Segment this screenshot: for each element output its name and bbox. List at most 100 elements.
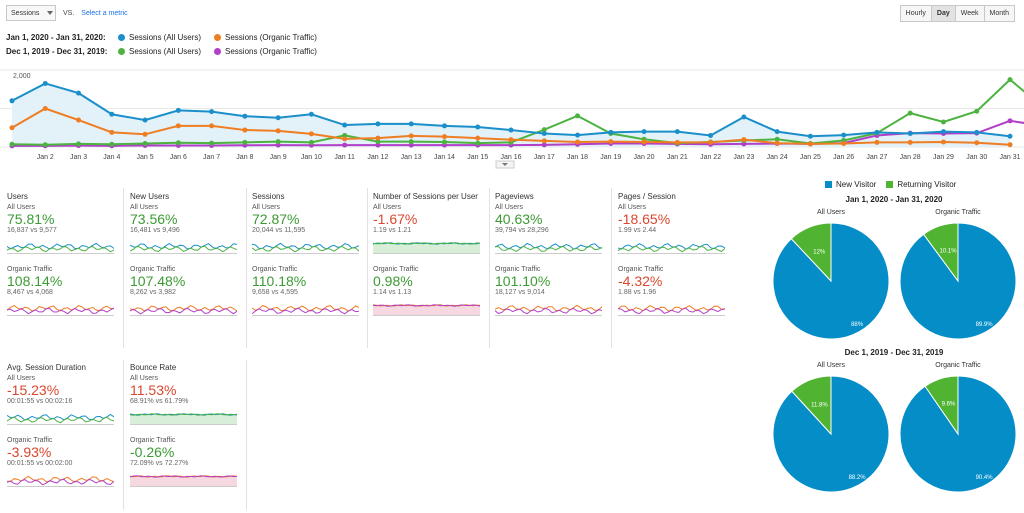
- data-point[interactable]: [641, 139, 647, 145]
- data-point[interactable]: [608, 129, 614, 135]
- data-point[interactable]: [76, 141, 82, 147]
- data-point[interactable]: [375, 139, 381, 145]
- data-point[interactable]: [109, 111, 115, 117]
- pie-slice-returning[interactable]: [790, 222, 832, 283]
- legend-item[interactable]: Sessions (All Users): [118, 47, 201, 56]
- data-point[interactable]: [841, 141, 847, 147]
- metric-cell[interactable]: Users All Users 75.81% 16,837 vs 9,577 Organ…: [7, 192, 125, 316]
- data-point[interactable]: [575, 132, 581, 138]
- data-point[interactable]: [342, 122, 348, 128]
- data-point[interactable]: [541, 131, 547, 137]
- data-point[interactable]: [907, 131, 913, 137]
- data-point[interactable]: [1007, 118, 1013, 124]
- data-point[interactable]: [807, 133, 813, 139]
- data-point[interactable]: [76, 90, 82, 96]
- data-point[interactable]: [342, 142, 348, 148]
- data-point[interactable]: [940, 129, 946, 135]
- data-point[interactable]: [42, 142, 48, 148]
- data-point[interactable]: [541, 127, 547, 133]
- data-point[interactable]: [408, 139, 414, 145]
- week-button[interactable]: Week: [955, 6, 985, 21]
- data-point[interactable]: [375, 142, 381, 148]
- data-point[interactable]: [308, 131, 314, 137]
- data-point[interactable]: [974, 108, 980, 114]
- data-point[interactable]: [741, 137, 747, 143]
- data-point[interactable]: [807, 141, 813, 147]
- data-point[interactable]: [275, 139, 281, 145]
- data-point[interactable]: [375, 135, 381, 141]
- data-point[interactable]: [441, 134, 447, 140]
- metric-cell[interactable]: Bounce Rate All Users 11.53% 68.91% vs 61.7…: [130, 363, 248, 487]
- metric-cell[interactable]: New Users All Users 73.56% 16,481 vs 9,496 O…: [130, 192, 248, 316]
- data-point[interactable]: [275, 128, 281, 134]
- data-point[interactable]: [9, 125, 15, 131]
- pie-slice-returning[interactable]: [791, 375, 832, 436]
- legend-item[interactable]: Sessions (All Users): [118, 33, 201, 42]
- data-point[interactable]: [142, 117, 148, 123]
- data-point[interactable]: [1007, 142, 1013, 148]
- legend-item[interactable]: Sessions (Organic Traffic): [214, 33, 317, 42]
- data-point[interactable]: [708, 132, 714, 138]
- data-point[interactable]: [408, 133, 414, 139]
- data-point[interactable]: [841, 132, 847, 138]
- data-point[interactable]: [641, 129, 647, 135]
- data-point[interactable]: [741, 141, 747, 147]
- data-point[interactable]: [441, 139, 447, 145]
- data-point[interactable]: [475, 140, 481, 146]
- data-point[interactable]: [142, 141, 148, 147]
- data-point[interactable]: [408, 121, 414, 127]
- select-metric-link[interactable]: Select a metric: [81, 9, 128, 17]
- data-point[interactable]: [408, 142, 414, 148]
- data-point[interactable]: [1007, 77, 1013, 83]
- data-point[interactable]: [508, 127, 514, 133]
- data-point[interactable]: [940, 119, 946, 125]
- data-point[interactable]: [375, 121, 381, 127]
- data-point[interactable]: [774, 129, 780, 135]
- data-point[interactable]: [575, 139, 581, 145]
- data-point[interactable]: [9, 98, 15, 104]
- data-point[interactable]: [508, 137, 514, 143]
- data-point[interactable]: [275, 115, 281, 121]
- data-point[interactable]: [76, 117, 82, 123]
- data-point[interactable]: [42, 106, 48, 111]
- metric-cell[interactable]: Sessions All Users 72.87% 20,044 vs 11,595 O…: [252, 192, 370, 316]
- data-point[interactable]: [475, 135, 481, 141]
- metric-cell[interactable]: Avg. Session Duration All Users -15.23% 00:…: [7, 363, 125, 487]
- data-point[interactable]: [874, 139, 880, 145]
- data-point[interactable]: [741, 114, 747, 120]
- data-point[interactable]: [475, 124, 481, 130]
- data-point[interactable]: [42, 80, 48, 86]
- metric-dropdown[interactable]: Sessions: [6, 5, 56, 21]
- data-point[interactable]: [109, 129, 115, 135]
- data-point[interactable]: [774, 136, 780, 142]
- data-point[interactable]: [209, 140, 215, 146]
- data-point[interactable]: [541, 138, 547, 144]
- data-point[interactable]: [242, 127, 248, 133]
- data-point[interactable]: [441, 123, 447, 129]
- day-button[interactable]: Day: [931, 6, 956, 21]
- pie-slice-returning[interactable]: [924, 375, 959, 436]
- data-point[interactable]: [907, 110, 913, 116]
- data-point[interactable]: [342, 132, 348, 138]
- metric-cell[interactable]: Pages / Session All Users -18.65% 1.99 vs 2…: [618, 192, 736, 316]
- month-button[interactable]: Month: [984, 6, 1014, 21]
- data-point[interactable]: [9, 141, 15, 147]
- data-point[interactable]: [974, 140, 980, 146]
- legend-item[interactable]: Sessions (Organic Traffic): [214, 47, 317, 56]
- data-point[interactable]: [608, 139, 614, 145]
- data-point[interactable]: [242, 139, 248, 145]
- data-point[interactable]: [209, 123, 215, 129]
- data-point[interactable]: [109, 141, 115, 147]
- data-point[interactable]: [674, 129, 680, 135]
- data-point[interactable]: [575, 113, 581, 119]
- data-point[interactable]: [308, 139, 314, 145]
- metric-cell[interactable]: Number of Sessions per User All Users -1.6…: [373, 192, 491, 316]
- data-point[interactable]: [142, 131, 148, 137]
- hourly-button[interactable]: Hourly: [900, 6, 932, 21]
- data-point[interactable]: [907, 139, 913, 145]
- pie-slice-returning[interactable]: [922, 222, 959, 283]
- data-point[interactable]: [275, 142, 281, 148]
- data-point[interactable]: [974, 129, 980, 135]
- data-point[interactable]: [209, 109, 215, 115]
- data-point[interactable]: [774, 140, 780, 146]
